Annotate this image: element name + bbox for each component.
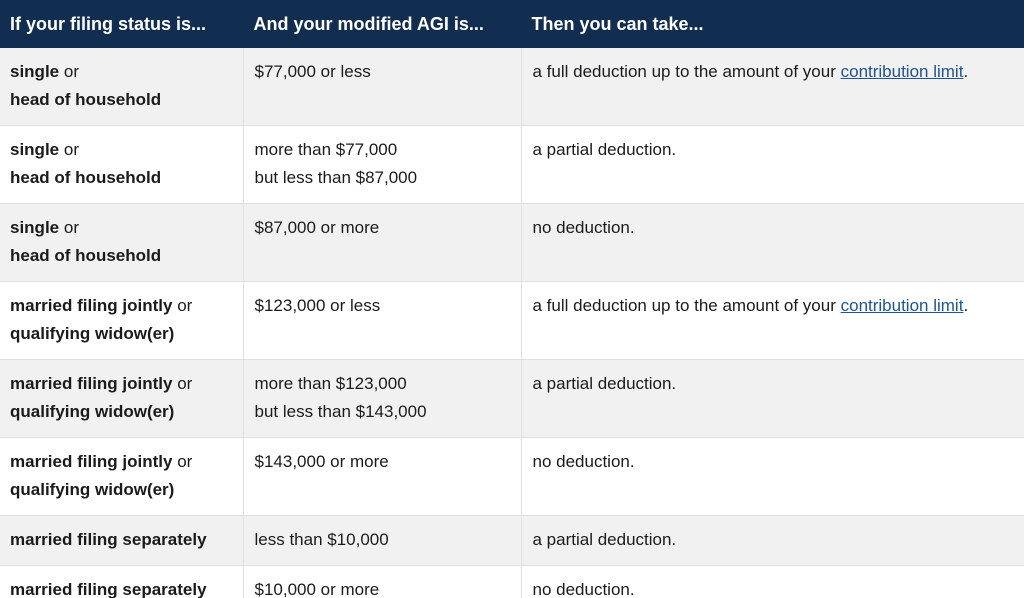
filing-status-cell: married filing jointly or qualifying wid… [0, 281, 244, 360]
agi-line-2: but less than $87,000 [254, 168, 418, 187]
table-row: married filing jointly or qualifying wid… [0, 281, 1024, 360]
agi-cell: $143,000 or more [243, 437, 522, 516]
status-secondary: head of household [10, 90, 162, 109]
deduction-cell: a partial deduction. [521, 125, 1024, 204]
deduction-text: no deduction. [532, 218, 635, 237]
status-primary: married filing separately [10, 530, 207, 549]
header-modified-agi: And your modified AGI is... [243, 0, 522, 48]
status-conjunction: or [177, 296, 193, 315]
filing-status-cell: married filing separately [0, 515, 244, 566]
deduction-end: . [963, 62, 969, 81]
deduction-cell: no deduction. [521, 566, 1024, 598]
filing-status-cell: married filing jointly or qualifying wid… [0, 359, 244, 438]
deduction-text: a full deduction up to the amount of you… [532, 296, 836, 315]
deduction-cell: a full deduction up to the amount of you… [521, 281, 1024, 360]
agi-cell: more than $77,000 but less than $87,000 [243, 125, 522, 204]
table-row: single or head of household $77,000 or l… [0, 48, 1024, 126]
agi-line-1: more than $77,000 [254, 140, 398, 159]
agi-cell: $77,000 or less [243, 48, 522, 126]
table-row: single or head of household $87,000 or m… [0, 203, 1024, 282]
deduction-text: a partial deduction. [532, 140, 677, 159]
status-primary: single [10, 62, 60, 81]
deduction-cell: a partial deduction. [521, 515, 1024, 566]
status-conjunction: or [177, 452, 193, 471]
agi-line-1: $143,000 or more [254, 452, 389, 471]
contribution-limit-link[interactable]: contribution limit [840, 296, 964, 315]
agi-line-1: more than $123,000 [254, 374, 407, 393]
agi-line-1: $10,000 or more [254, 580, 380, 598]
status-primary: married filing jointly [10, 452, 173, 471]
table-row: married filing jointly or qualifying wid… [0, 359, 1024, 438]
header-deduction: Then you can take... [521, 0, 1024, 48]
deduction-cell: no deduction. [521, 203, 1024, 282]
table-row: married filing separately less than $10,… [0, 515, 1024, 566]
deduction-text: no deduction. [532, 580, 635, 598]
status-conjunction: or [63, 218, 79, 237]
deduction-cell: a full deduction up to the amount of you… [521, 48, 1024, 126]
status-secondary: qualifying widow(er) [10, 480, 175, 499]
status-conjunction: or [177, 374, 193, 393]
filing-status-cell: single or head of household [0, 48, 244, 126]
status-primary: single [10, 140, 60, 159]
agi-cell: $10,000 or more [243, 565, 522, 598]
filing-status-cell: married filing jointly or qualifying wid… [0, 437, 244, 516]
agi-cell: more than $123,000 but less than $143,00… [243, 359, 522, 438]
agi-cell: less than $10,000 [243, 515, 522, 566]
agi-cell: $123,000 or less [243, 281, 522, 360]
filing-status-cell: single or head of household [0, 203, 244, 282]
filing-status-cell: single or head of household [0, 125, 244, 204]
status-secondary: head of household [10, 168, 162, 187]
status-secondary: qualifying widow(er) [10, 324, 175, 343]
status-conjunction: or [63, 62, 79, 81]
agi-line-1: $87,000 or more [254, 218, 380, 237]
table-header-row: If your filing status is... And your mod… [0, 0, 1024, 48]
deduction-cell: no deduction. [521, 437, 1024, 516]
status-secondary: head of household [10, 246, 162, 265]
agi-line-1: $77,000 or less [254, 62, 371, 81]
agi-line-1: less than $10,000 [254, 530, 389, 549]
agi-cell: $87,000 or more [243, 203, 522, 282]
deduction-cell: a partial deduction. [521, 359, 1024, 438]
deduction-text: a partial deduction. [532, 530, 677, 549]
deduction-text: a partial deduction. [532, 374, 677, 393]
agi-line-2: but less than $143,000 [254, 402, 427, 421]
status-primary: married filing jointly [10, 296, 173, 315]
agi-line-1: $123,000 or less [254, 296, 381, 315]
table-row: married filing jointly or qualifying wid… [0, 437, 1024, 516]
filing-status-cell: married filing separately [0, 565, 244, 598]
status-primary: single [10, 218, 60, 237]
status-conjunction: or [63, 140, 79, 159]
deduction-text: no deduction. [532, 452, 635, 471]
deduction-text: a full deduction up to the amount of you… [532, 62, 836, 81]
header-filing-status: If your filing status is... [0, 0, 244, 48]
deduction-end: . [963, 296, 969, 315]
table-row: single or head of household more than $7… [0, 125, 1024, 204]
contribution-limit-link[interactable]: contribution limit [840, 62, 964, 81]
table-row: married filing separately $10,000 or mor… [0, 565, 1024, 598]
status-secondary: qualifying widow(er) [10, 402, 175, 421]
status-primary: married filing separately [10, 580, 207, 598]
status-primary: married filing jointly [10, 374, 173, 393]
